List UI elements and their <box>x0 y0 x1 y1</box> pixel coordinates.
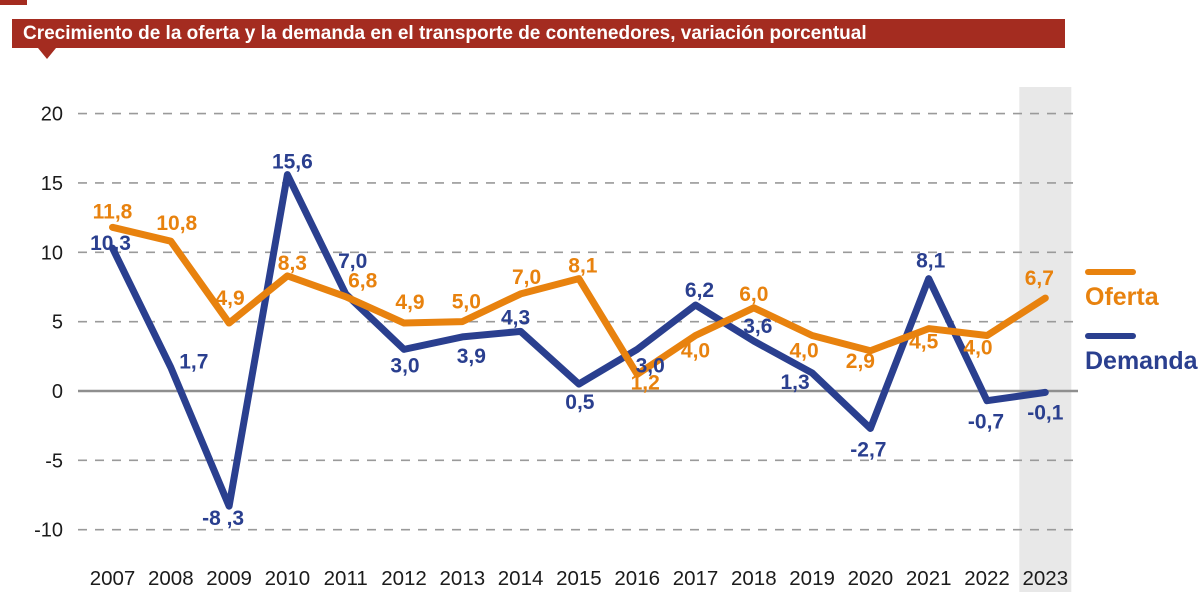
oferta-data-label: 10,8 <box>156 212 197 235</box>
x-tick-label: 2014 <box>498 567 544 590</box>
x-tick-label: 2023 <box>1022 567 1068 590</box>
x-tick-label: 2015 <box>556 567 602 590</box>
demanda-data-label: 4,3 <box>501 306 530 329</box>
x-tick-label: 2022 <box>964 567 1010 590</box>
banner-pointer <box>38 48 56 59</box>
oferta-data-label: 7,0 <box>512 266 541 289</box>
x-tick-label: 2009 <box>206 567 252 590</box>
demanda-data-label: 1,3 <box>780 371 809 394</box>
oferta-data-label: 6,7 <box>1025 267 1054 290</box>
demanda-data-label: 10,3 <box>90 232 131 255</box>
y-tick-label: 5 <box>52 312 63 334</box>
oferta-data-label: 8,3 <box>278 252 307 275</box>
x-tick-label: 2013 <box>439 567 485 590</box>
chart-title: Crecimiento de la oferta y la demanda en… <box>23 22 867 44</box>
x-tick-label: 2010 <box>265 567 311 590</box>
chart-title-banner: Crecimiento de la oferta y la demanda en… <box>12 19 1065 59</box>
demanda-data-label: 1,7 <box>179 350 208 373</box>
demanda-line <box>109 171 1049 510</box>
oferta-data-label: 6,0 <box>739 283 768 306</box>
demanda-data-label: 3,0 <box>636 354 665 377</box>
demanda-data-label: 3,6 <box>743 315 772 338</box>
oferta-line <box>109 223 1049 378</box>
oferta-data-label: 1,2 <box>631 371 660 394</box>
y-tick-label: -5 <box>45 450 63 472</box>
legend-item-oferta: Oferta <box>1085 269 1198 310</box>
oferta-data-label: 4,0 <box>789 340 818 363</box>
oferta-data-label: 4,0 <box>963 337 992 360</box>
y-tick-label: 0 <box>52 381 63 403</box>
x-tick-label: 2011 <box>324 567 368 590</box>
corner-mark <box>0 0 27 5</box>
oferta-data-label: 8,1 <box>568 255 598 278</box>
x-tick-label: 2020 <box>848 567 894 590</box>
oferta-data-label: 4,9 <box>215 287 244 310</box>
demanda-data-label: 0,5 <box>565 391 595 414</box>
y-tick-label: 15 <box>41 173 63 195</box>
legend-label-oferta: Oferta <box>1085 283 1159 311</box>
x-tick-label: 2007 <box>90 567 136 590</box>
x-tick-label: 2008 <box>148 567 194 590</box>
demanda-data-label: -0,1 <box>1027 401 1064 424</box>
highlight-band-2023 <box>1019 87 1072 592</box>
demanda-data-label: -8 ,3 <box>202 507 244 530</box>
demanda-data-label: 7,0 <box>338 250 367 273</box>
x-tick-label: 2016 <box>614 567 660 590</box>
demanda-data-label: 15,6 <box>272 151 313 174</box>
legend-label-demanda: Demanda <box>1085 347 1198 375</box>
legend-item-demanda: Demanda <box>1085 333 1198 374</box>
oferta-data-label: 5,0 <box>452 291 481 314</box>
oferta-data-label: 4,9 <box>395 291 424 314</box>
oferta-data-label: 4,0 <box>681 340 710 363</box>
y-tick-label: -10 <box>34 520 63 542</box>
oferta-data-label: 2,9 <box>846 350 875 373</box>
demanda-data-label: 3,9 <box>457 345 486 368</box>
y-tick-label: 20 <box>41 104 63 126</box>
x-tick-label: 2012 <box>381 567 427 590</box>
y-tick-label: 10 <box>41 242 63 264</box>
demanda-data-label: 6,2 <box>685 279 714 302</box>
demanda-data-label: -2,7 <box>850 438 886 461</box>
oferta-data-label: 11,8 <box>93 200 133 223</box>
x-tick-label: 2021 <box>906 567 952 590</box>
demanda-data-label: -0,7 <box>968 411 1004 434</box>
oferta-line-swatch <box>1085 269 1136 275</box>
demanda-line-swatch <box>1085 333 1136 339</box>
chart-legend: Oferta Demanda <box>1085 269 1198 374</box>
x-tick-label: 2017 <box>673 567 719 590</box>
demanda-data-label: 8,1 <box>916 250 946 273</box>
x-tick-label: 2018 <box>731 567 777 590</box>
oferta-data-label: 4,5 <box>909 331 939 354</box>
oferta-data-label: 6,8 <box>348 270 378 293</box>
x-tick-label: 2019 <box>789 567 835 590</box>
demanda-data-label: 3,0 <box>390 354 419 377</box>
